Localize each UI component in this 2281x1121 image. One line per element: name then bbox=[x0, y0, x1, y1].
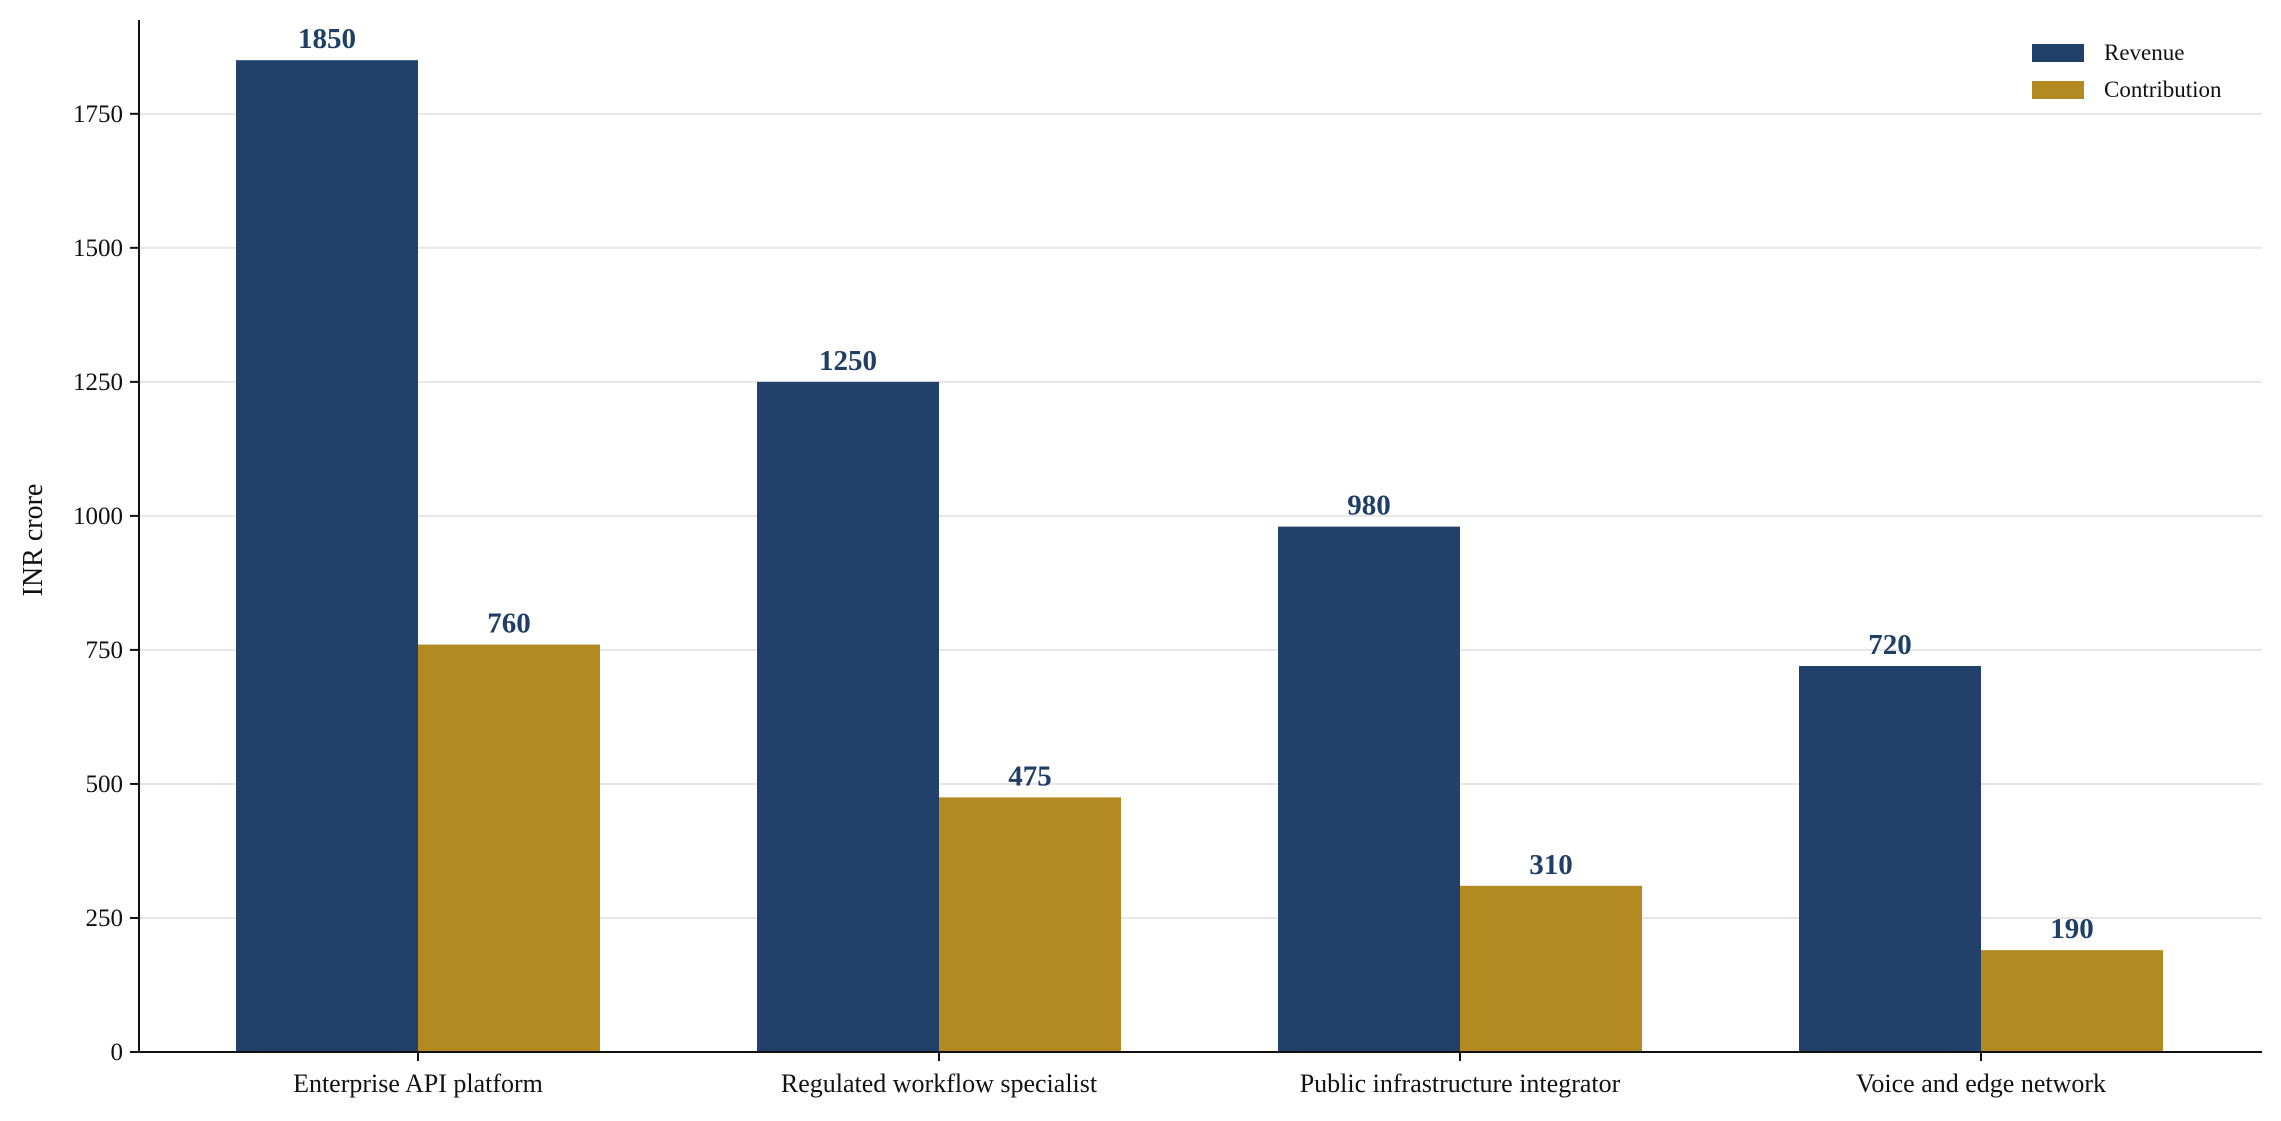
y-tick-label: 750 bbox=[86, 637, 124, 664]
bar-value-label: 980 bbox=[1347, 490, 1391, 522]
bar-contribution bbox=[1460, 885, 1642, 1052]
y-tick-label: 1000 bbox=[73, 503, 123, 530]
data-labels: 1850 760 1250 475 980 310 720 190 bbox=[298, 23, 2094, 945]
legend: Revenue Contribution bbox=[2032, 40, 2222, 102]
y-tick-label: 1250 bbox=[73, 369, 123, 396]
x-tick-label: Public infrastructure integrator bbox=[1300, 1069, 1621, 1098]
bars bbox=[236, 60, 2163, 1053]
y-tick-label: 1750 bbox=[73, 101, 123, 128]
y-tick-label: 1500 bbox=[73, 235, 123, 262]
y-tick-label: 250 bbox=[86, 905, 124, 932]
bar-value-label: 760 bbox=[487, 608, 531, 640]
bar-contribution bbox=[1981, 950, 2163, 1052]
axes bbox=[138, 20, 2262, 1053]
x-tick-label: Enterprise API platform bbox=[293, 1069, 543, 1098]
bar-contribution bbox=[939, 797, 1121, 1052]
x-tick-label: Regulated workflow specialist bbox=[781, 1069, 1098, 1098]
bar-value-label: 1850 bbox=[298, 23, 356, 55]
ticks: 0 250 500 750 1000 1250 1500 1750 Enterprise API… bbox=[73, 101, 2106, 1098]
legend-label-contribution: Contribution bbox=[2104, 77, 2222, 102]
y-tick-label: 0 bbox=[111, 1039, 124, 1066]
bar-revenue bbox=[1278, 526, 1460, 1052]
x-tick-label: Voice and edge network bbox=[1856, 1069, 2106, 1098]
bar-value-label: 720 bbox=[1868, 629, 1912, 661]
y-tick-label: 500 bbox=[86, 771, 124, 798]
legend-swatch-contribution bbox=[2032, 81, 2084, 99]
bar-value-label: 1250 bbox=[819, 345, 877, 377]
y-axis-title: INR crore bbox=[18, 484, 49, 597]
bar-value-label: 475 bbox=[1008, 760, 1052, 792]
bar-revenue bbox=[1799, 666, 1981, 1052]
bar-revenue bbox=[236, 60, 418, 1053]
bar-value-label: 190 bbox=[2050, 913, 2094, 945]
bar-value-label: 310 bbox=[1529, 849, 1573, 881]
bar-contribution bbox=[418, 644, 600, 1052]
legend-label-revenue: Revenue bbox=[2104, 40, 2184, 65]
bar-revenue bbox=[757, 381, 939, 1052]
legend-swatch-revenue bbox=[2032, 44, 2084, 62]
